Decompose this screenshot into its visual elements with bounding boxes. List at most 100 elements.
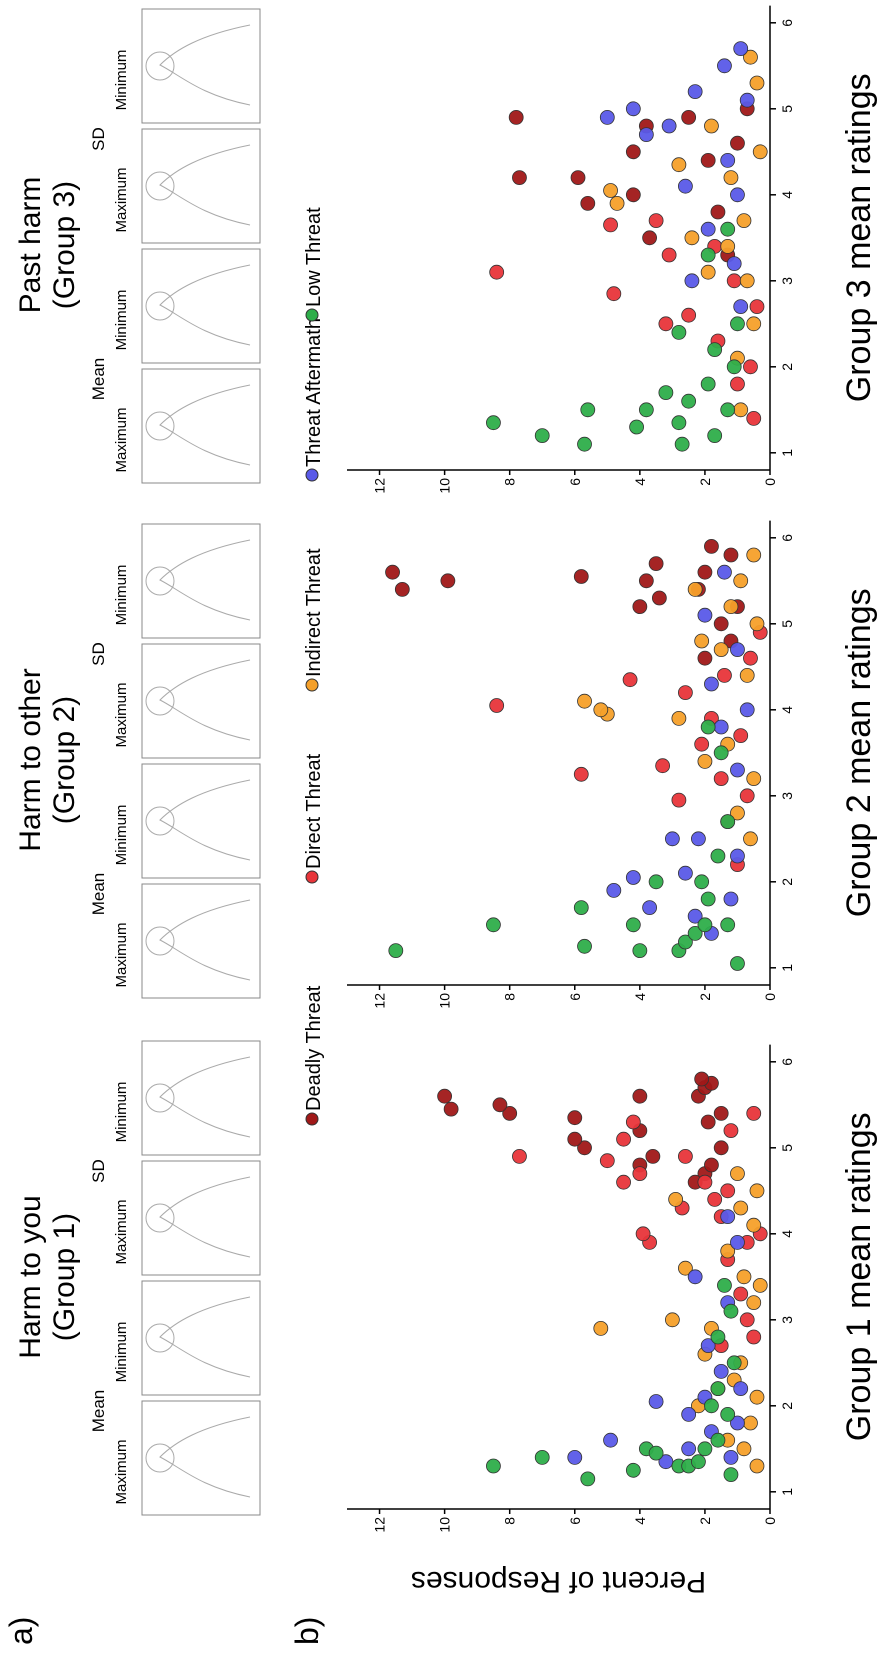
data-point	[743, 1416, 757, 1430]
data-point	[727, 360, 741, 374]
y-tick-label: 0	[762, 478, 778, 486]
x-tick-label: 3	[779, 792, 795, 800]
data-point	[626, 188, 640, 202]
data-point	[568, 1132, 582, 1146]
data-point	[737, 214, 751, 228]
data-point	[740, 93, 754, 107]
data-point	[571, 171, 585, 185]
data-point	[633, 1167, 647, 1181]
data-point	[695, 634, 709, 648]
data-point	[721, 815, 735, 829]
data-point	[626, 1463, 640, 1477]
data-point	[734, 42, 748, 56]
data-point	[607, 883, 621, 897]
data-point	[493, 1098, 507, 1112]
data-point	[708, 1192, 722, 1206]
stimulus-image	[142, 9, 260, 123]
data-point	[721, 1407, 735, 1421]
data-point	[730, 136, 744, 150]
data-point	[672, 711, 686, 725]
data-point	[610, 196, 624, 210]
data-point	[678, 1149, 692, 1163]
data-point	[701, 265, 715, 279]
data-point	[512, 1149, 526, 1163]
x-tick-label: 2	[779, 363, 795, 371]
data-point	[672, 793, 686, 807]
group-label: SD	[89, 1159, 108, 1183]
data-point	[698, 754, 712, 768]
data-point	[717, 59, 731, 73]
y-tick-label: 6	[567, 993, 583, 1001]
y-tick-label: 8	[502, 993, 518, 1001]
data-point	[574, 767, 588, 781]
data-point	[698, 565, 712, 579]
y-tick-label: 2	[697, 1517, 713, 1525]
x-axis-label: Group 2 mean ratings	[840, 588, 878, 917]
data-point	[714, 746, 728, 760]
x-tick-label: 6	[779, 19, 795, 27]
data-point	[600, 1154, 614, 1168]
data-point	[747, 1330, 761, 1344]
data-point	[708, 343, 722, 357]
data-point	[734, 574, 748, 588]
image-label: Maximum	[113, 1199, 130, 1264]
y-tick-label: 12	[372, 478, 388, 494]
data-point	[704, 539, 718, 553]
image-label: Maximum	[113, 922, 130, 987]
data-point	[711, 205, 725, 219]
data-point	[721, 403, 735, 417]
data-point	[747, 317, 761, 331]
data-point	[743, 651, 757, 665]
x-tick-label: 2	[779, 1402, 795, 1410]
data-point	[730, 1235, 744, 1249]
data-point	[724, 1124, 738, 1138]
data-point	[740, 703, 754, 717]
data-point	[711, 849, 725, 863]
data-point	[659, 386, 673, 400]
data-point	[630, 420, 644, 434]
legend-label: Threat Aftermath	[303, 318, 325, 467]
data-point	[727, 274, 741, 288]
data-point	[678, 866, 692, 880]
data-point	[678, 686, 692, 700]
data-point	[721, 239, 735, 253]
image-label: Maximum	[113, 167, 130, 232]
image-label: Minimum	[113, 565, 130, 626]
data-point	[708, 429, 722, 443]
image-label: Maximum	[113, 682, 130, 747]
stimulus-image	[142, 524, 260, 638]
data-point	[724, 1468, 738, 1482]
stimulus-image	[142, 1041, 260, 1155]
data-point	[743, 832, 757, 846]
legend-label: Direct Threat	[303, 753, 325, 869]
data-point	[574, 901, 588, 915]
image-label: Minimum	[113, 805, 130, 866]
data-point	[730, 643, 744, 657]
data-point	[711, 1382, 725, 1396]
data-point	[643, 231, 657, 245]
y-tick-label: 6	[567, 478, 583, 486]
data-point	[626, 1115, 640, 1129]
data-point	[535, 1450, 549, 1464]
data-point	[633, 600, 647, 614]
image-label: Minimum	[113, 50, 130, 111]
data-point	[669, 1192, 683, 1206]
data-point	[701, 153, 715, 167]
legend-marker	[306, 871, 318, 883]
panel-title: Harm to other	[14, 668, 47, 851]
data-point	[698, 918, 712, 932]
data-point	[740, 1313, 754, 1327]
y-tick-label: 6	[567, 1517, 583, 1525]
data-point	[568, 1111, 582, 1125]
stimulus-image	[142, 1161, 260, 1275]
page: {"label_a":"a)","label_b":"b)", "panel_a…	[0, 0, 895, 1667]
data-point	[704, 1158, 718, 1172]
x-tick-label: 4	[779, 191, 795, 199]
data-point	[724, 1450, 738, 1464]
x-tick-label: 5	[779, 1144, 795, 1152]
data-point	[574, 570, 588, 584]
data-point	[711, 1330, 725, 1344]
data-point	[753, 1278, 767, 1292]
data-point	[714, 772, 728, 786]
legend-marker	[306, 679, 318, 691]
